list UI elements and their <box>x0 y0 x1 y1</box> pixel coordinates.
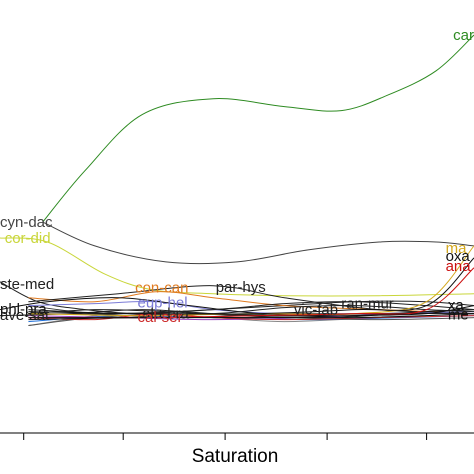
series-label-ana: ana <box>446 258 472 275</box>
series-label-cal-ser: cal-ser <box>138 309 183 326</box>
series-label-alu-bra: alu-bra <box>142 306 189 323</box>
series-label-cor-did: cor-did <box>5 230 51 247</box>
series-label-par-hys: par-hys <box>216 279 266 296</box>
series-label-me: me <box>448 306 469 323</box>
series-label-vic-fab: vic-fab <box>294 302 338 319</box>
x-axis-ticks <box>23 433 428 440</box>
x-axis-label: Saturation <box>192 446 279 467</box>
series-label-eup-hel: eup-hel <box>138 295 188 312</box>
series-line-cor-did <box>0 237 474 297</box>
series-line-oxa <box>28 257 474 315</box>
series-label-ran-mur: ran-mur <box>341 296 394 313</box>
series-label-oxa: oxa <box>446 248 471 265</box>
series-label-xa: xa <box>448 297 465 314</box>
series-label-car: car <box>453 27 474 44</box>
series-label-cyn-dac: cyn-dac <box>0 214 53 231</box>
series-label-ave-sat: ave-sat <box>0 307 50 324</box>
series-line-car <box>42 34 474 223</box>
series-label-con-can: con-can <box>135 280 188 297</box>
series-label-phl-pra: phl-pra <box>0 301 47 318</box>
series-line-cyn-dac <box>42 221 474 265</box>
series-line-mal <box>28 245 474 317</box>
series-label-ste-med: ste-med <box>0 276 54 293</box>
series-line-me <box>28 313 474 321</box>
series-label-mal: ma <box>446 240 467 257</box>
series-lines <box>0 34 474 326</box>
